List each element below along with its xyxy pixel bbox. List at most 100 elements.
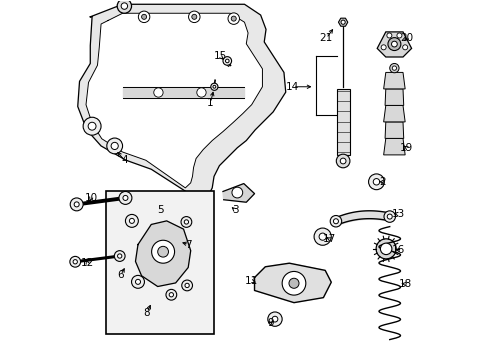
Circle shape	[271, 316, 277, 322]
Text: 7: 7	[185, 239, 192, 249]
Circle shape	[227, 13, 239, 24]
Polygon shape	[383, 72, 405, 89]
Text: 4: 4	[121, 155, 127, 165]
Circle shape	[396, 33, 401, 38]
Polygon shape	[86, 13, 262, 188]
Circle shape	[368, 174, 384, 190]
Circle shape	[223, 57, 231, 65]
Text: 13: 13	[391, 209, 405, 219]
Circle shape	[117, 254, 122, 258]
Text: 17: 17	[323, 234, 336, 244]
Circle shape	[391, 66, 396, 70]
Text: 21: 21	[319, 33, 332, 43]
Circle shape	[188, 11, 200, 23]
Circle shape	[389, 63, 398, 73]
Circle shape	[383, 211, 395, 222]
Circle shape	[336, 154, 349, 168]
Text: 8: 8	[143, 308, 150, 318]
Circle shape	[210, 83, 218, 90]
Circle shape	[114, 251, 125, 261]
Circle shape	[380, 243, 391, 255]
Circle shape	[329, 216, 341, 227]
Polygon shape	[338, 18, 347, 26]
Circle shape	[181, 217, 191, 227]
Circle shape	[117, 0, 131, 13]
Polygon shape	[384, 89, 403, 105]
Circle shape	[131, 275, 144, 288]
Circle shape	[184, 283, 189, 288]
Circle shape	[333, 219, 338, 224]
Text: 1: 1	[207, 98, 213, 108]
Polygon shape	[254, 263, 330, 303]
Circle shape	[288, 278, 298, 288]
Circle shape	[402, 45, 407, 50]
Circle shape	[83, 117, 101, 135]
Text: 2: 2	[379, 177, 385, 187]
Circle shape	[135, 279, 140, 284]
Bar	[106, 191, 214, 334]
Circle shape	[319, 233, 325, 240]
Circle shape	[119, 192, 132, 204]
Circle shape	[340, 20, 345, 24]
Circle shape	[138, 11, 149, 23]
Circle shape	[386, 33, 391, 38]
Polygon shape	[135, 221, 190, 287]
Circle shape	[70, 198, 83, 211]
Circle shape	[386, 214, 391, 219]
Polygon shape	[383, 105, 405, 122]
Text: 20: 20	[399, 33, 412, 43]
Circle shape	[282, 271, 305, 295]
Circle shape	[106, 138, 122, 154]
Text: 11: 11	[244, 276, 258, 286]
Circle shape	[74, 202, 79, 207]
Text: 14: 14	[285, 82, 299, 92]
Circle shape	[151, 240, 174, 263]
Text: 9: 9	[266, 319, 273, 328]
Circle shape	[111, 142, 118, 149]
Circle shape	[153, 88, 163, 97]
Text: 6: 6	[117, 270, 124, 280]
Polygon shape	[383, 138, 405, 155]
Text: 18: 18	[398, 279, 411, 289]
Text: 3: 3	[232, 206, 238, 216]
Text: 5: 5	[157, 206, 163, 216]
Circle shape	[231, 187, 242, 198]
Circle shape	[122, 195, 128, 201]
Polygon shape	[223, 184, 254, 202]
Circle shape	[375, 239, 395, 259]
Text: 19: 19	[399, 143, 412, 153]
Text: 12: 12	[81, 258, 94, 268]
Circle shape	[125, 215, 138, 227]
Circle shape	[73, 260, 77, 264]
Circle shape	[231, 16, 236, 21]
Circle shape	[129, 219, 134, 224]
Text: 15: 15	[213, 51, 226, 61]
Circle shape	[212, 85, 215, 88]
Text: 10: 10	[84, 193, 98, 203]
Circle shape	[387, 38, 400, 50]
Circle shape	[191, 14, 196, 19]
Circle shape	[184, 220, 188, 224]
Circle shape	[225, 59, 228, 63]
Polygon shape	[384, 122, 403, 138]
Circle shape	[70, 256, 81, 267]
Circle shape	[267, 312, 282, 326]
Circle shape	[158, 246, 168, 257]
Circle shape	[169, 293, 173, 297]
Circle shape	[313, 228, 330, 245]
Circle shape	[142, 14, 146, 19]
Circle shape	[372, 179, 379, 185]
Text: 16: 16	[391, 245, 405, 255]
Polygon shape	[78, 4, 285, 202]
Circle shape	[196, 88, 206, 97]
Circle shape	[88, 122, 96, 130]
Circle shape	[121, 3, 127, 9]
Circle shape	[340, 158, 346, 164]
Circle shape	[380, 45, 386, 50]
Circle shape	[391, 41, 396, 47]
Circle shape	[182, 280, 192, 291]
Circle shape	[165, 289, 176, 300]
Polygon shape	[376, 32, 411, 57]
Polygon shape	[336, 89, 349, 155]
Polygon shape	[122, 87, 244, 98]
